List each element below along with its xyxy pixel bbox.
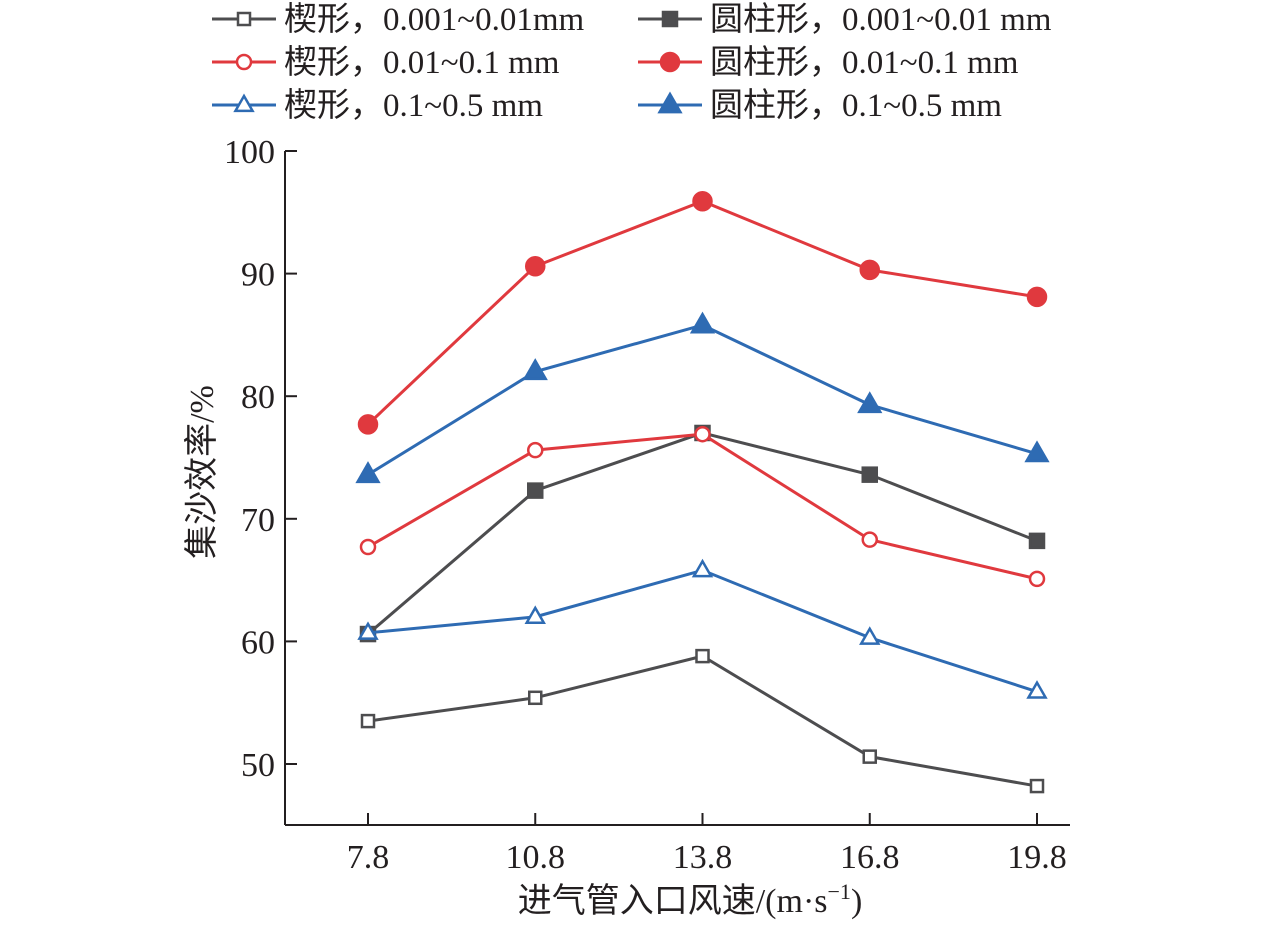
legend-marker: [236, 11, 252, 27]
data-point: [689, 311, 716, 334]
series-1: [360, 648, 1045, 794]
data-point: [355, 461, 381, 484]
legend-marker: [661, 10, 679, 28]
data-point: [525, 255, 546, 277]
data-point: [527, 482, 544, 499]
legend-item: 圆柱形，0.1~0.5 mm: [638, 87, 1002, 124]
data-point: [1026, 680, 1048, 699]
legend-item: 楔形，0.1~0.5 mm: [212, 87, 543, 124]
y-tick-label: 70: [241, 502, 275, 539]
data-point: [692, 191, 713, 212]
x-tick-label: 16.8: [840, 839, 900, 876]
legend-label: 楔形，0.01~0.1 mm: [284, 44, 560, 81]
legend-marker: [233, 93, 255, 113]
legend-marker: [235, 53, 253, 71]
y-tick-label: 80: [241, 379, 275, 416]
data-point: [357, 621, 379, 640]
data-point: [522, 358, 548, 381]
data-point: [1026, 286, 1048, 308]
x-axis-title-superscript: −1: [828, 879, 851, 904]
data-point: [861, 466, 878, 483]
data-point: [694, 425, 711, 443]
y-tick-label: 60: [241, 624, 275, 661]
series-5: [357, 558, 1048, 699]
x-axis-title-suffix: ): [851, 883, 862, 920]
series-line: [367, 568, 1038, 694]
legend-label: 圆柱形，0.001~0.01 mm: [710, 1, 1052, 38]
data-point: [857, 391, 883, 414]
y-tick-label: 100: [224, 134, 275, 171]
series-6: [355, 311, 1050, 484]
plot-area: [355, 191, 1050, 794]
data-point: [859, 259, 880, 281]
data-point: [859, 626, 881, 645]
legend-marker: [659, 51, 681, 73]
legend-marker: [657, 91, 683, 114]
legend-item: 圆柱形，0.001~0.01 mm: [638, 1, 1052, 38]
legend-label: 楔形，0.1~0.5 mm: [284, 87, 543, 124]
legend-label: 圆柱形，0.01~0.1 mm: [710, 44, 1019, 81]
data-point: [1029, 778, 1045, 794]
y-tick-label: 90: [241, 257, 275, 294]
legend-label: 圆柱形，0.1~0.5 mm: [710, 87, 1002, 124]
data-point: [695, 648, 710, 664]
data-point: [524, 605, 546, 624]
series-2: [359, 424, 1046, 643]
data-point: [357, 414, 379, 435]
x-tick-label: 7.8: [347, 839, 390, 876]
data-point: [1024, 440, 1050, 463]
legend-item: 圆柱形，0.01~0.1 mm: [638, 44, 1019, 81]
x-axis-title: 进气管入口风速/(m·s−1): [518, 879, 863, 920]
legend: 楔形，0.001~0.01mm 圆柱形，0.001~0.01 mm 楔形，0.01~…: [212, 1, 1052, 124]
x-axis-title-main: 进气管入口风速/(m·s: [518, 882, 828, 920]
x-tick-label: 10.8: [506, 839, 566, 876]
axes: 50 60 70 80 90 100 7.8 10.8 13.8 16.8 19.8: [224, 134, 1070, 876]
series-line: [367, 323, 1038, 476]
data-point: [527, 441, 544, 459]
y-tick-label: 50: [241, 747, 275, 784]
data-point: [1028, 532, 1046, 550]
series-3: [359, 425, 1046, 588]
data-point: [360, 713, 376, 729]
data-point: [359, 538, 377, 556]
data-point: [861, 531, 878, 548]
series-line: [367, 432, 1038, 581]
x-tick-label: 19.8: [1007, 839, 1067, 876]
data-point: [691, 558, 714, 578]
y-axis-title: 集沙效率/%: [183, 385, 221, 559]
data-point: [1028, 570, 1046, 588]
series-4: [357, 191, 1048, 435]
data-point: [862, 749, 877, 764]
legend-label: 楔形，0.001~0.01mm: [284, 1, 585, 38]
legend-item: 楔形，0.01~0.1 mm: [212, 44, 560, 81]
series-line: [367, 431, 1038, 636]
x-tick-label: 13.8: [673, 839, 733, 876]
series-line: [367, 654, 1038, 788]
data-point: [528, 690, 543, 706]
legend-item: 楔形，0.001~0.01mm: [212, 1, 585, 38]
